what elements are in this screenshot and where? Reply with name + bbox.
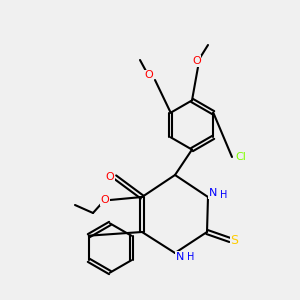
Text: N: N xyxy=(209,188,217,198)
Text: O: O xyxy=(100,195,109,205)
Text: O: O xyxy=(192,56,201,66)
Text: Cl: Cl xyxy=(235,152,246,162)
Text: H: H xyxy=(187,253,194,262)
Text: O: O xyxy=(105,172,114,182)
Text: H: H xyxy=(220,190,227,200)
Text: S: S xyxy=(230,233,238,247)
Text: O: O xyxy=(144,70,153,80)
Text: N: N xyxy=(176,252,184,262)
